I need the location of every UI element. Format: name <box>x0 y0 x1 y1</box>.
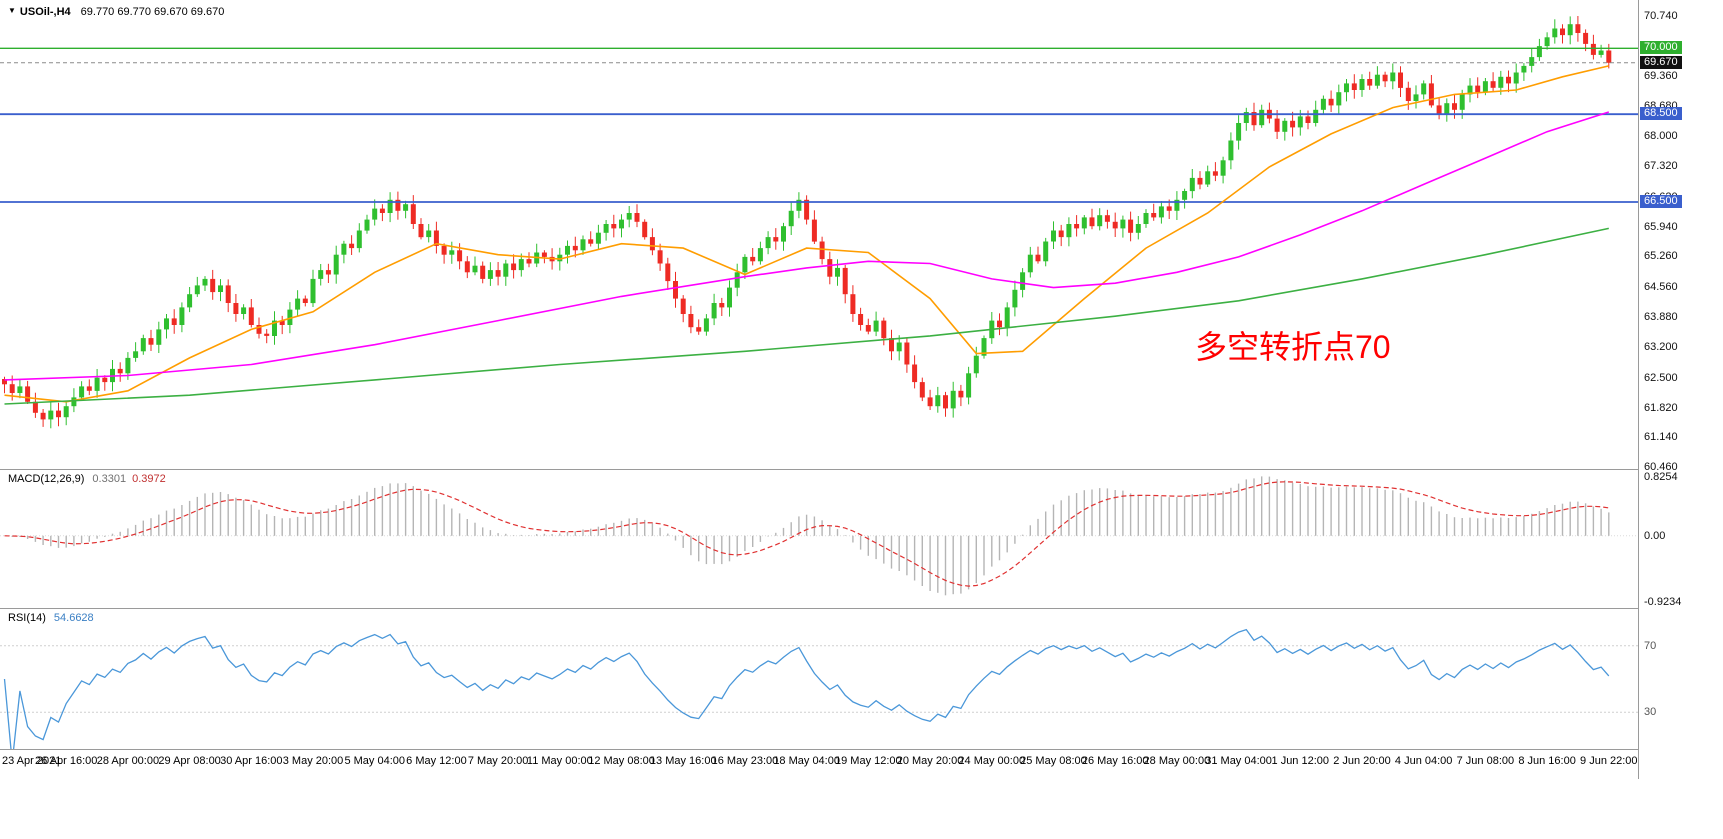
macd-signal-line <box>4 481 1609 587</box>
time-axis-label: 5 May 04:00 <box>344 755 405 767</box>
price-axis-label: 65.940 <box>1644 220 1678 233</box>
price-axis-label: 60.460 <box>1644 461 1678 474</box>
price-axis[interactable]: 70.74070.00069.67069.36068.68068.50068.0… <box>1638 0 1723 779</box>
symbol-dropdown-icon[interactable]: ▼ <box>8 6 16 15</box>
time-axis-label: 29 Apr 08:00 <box>158 755 221 767</box>
time-axis-label: 7 May 20:00 <box>467 755 529 767</box>
time-axis-label: 24 May 00:00 <box>958 755 1026 767</box>
time-axis-label: 8 Jun 16:00 <box>1518 755 1576 767</box>
price-axis-label: 68.000 <box>1644 130 1678 143</box>
time-axis-label: 3 May 20:00 <box>282 755 344 767</box>
candlestick-series <box>2 16 1612 429</box>
price-axis-label: 63.880 <box>1644 311 1678 324</box>
time-axis-label: 20 May 20:00 <box>896 755 964 767</box>
time-axis-label: 16 May 23:00 <box>711 755 779 767</box>
price-chart-svg <box>0 16 1638 429</box>
rsi-indicator-pane[interactable] <box>0 609 1638 749</box>
macd-axis-label: 0.00 <box>1644 529 1666 542</box>
macd-histogram <box>11 476 1610 596</box>
price-axis-label: 67.320 <box>1644 159 1678 172</box>
time-axis-label: 13 May 16:00 <box>649 755 717 767</box>
time-axis-label: 12 May 08:00 <box>588 755 655 767</box>
pane-separator[interactable] <box>0 469 1723 470</box>
ma-medium-line <box>4 111 1610 381</box>
time-axis-label: 18 May 04:00 <box>773 755 840 767</box>
time-axis-label: 28 Apr 00:00 <box>96 755 160 767</box>
rsi-line <box>3 628 1610 749</box>
price-axis-label: 61.140 <box>1644 431 1678 444</box>
chart-annotation-text: 多空转折点70 <box>1195 329 1391 365</box>
ma-fast-line <box>4 65 1609 403</box>
price-axis-label: 64.560 <box>1644 281 1678 294</box>
price-axis-label: 61.820 <box>1644 401 1678 414</box>
macd-name-label: MACD(12,26,9) <box>8 473 85 485</box>
price-level-badge: 66.500 <box>1640 195 1682 208</box>
pane-separator[interactable] <box>0 749 1723 750</box>
time-axis-label: 30 Apr 16:00 <box>220 755 283 767</box>
ma-slow-line <box>4 227 1609 405</box>
rsi-pane-label: RSI(14) 54.6628 <box>8 612 94 624</box>
footer-blank-area <box>0 779 1723 839</box>
price-axis-label: 65.260 <box>1644 250 1678 263</box>
macd-main-value: 0.3301 <box>92 473 127 485</box>
macd-signal-value: 0.3972 <box>132 473 166 485</box>
time-axis-label: 26 Apr 16:00 <box>35 755 98 767</box>
time-axis-label: 9 Jun 22:00 <box>1580 755 1638 767</box>
time-axis-label: 1 Jun 12:00 <box>1271 755 1330 767</box>
chart-title: ▼ USOil-,H4 69.770 69.770 69.670 69.670 <box>8 6 224 18</box>
time-axis-label: 31 May 04:00 <box>1205 755 1272 767</box>
horizontal-levels <box>0 47 1638 203</box>
time-axis-label: 28 May 00:00 <box>1143 755 1211 767</box>
time-axis-label: 4 Jun 04:00 <box>1394 755 1453 767</box>
macd-pane-label: MACD(12,26,9) 0.3301 0.3972 <box>8 473 166 485</box>
price-level-badge: 70.000 <box>1640 41 1682 55</box>
rsi-axis-label: 30 <box>1644 706 1657 719</box>
time-axis[interactable]: 23 Apr 2021 26 Apr 16:00 28 Apr 00:00 29 Ap… <box>0 750 1723 779</box>
pane-separator[interactable] <box>0 608 1723 609</box>
time-axis-label: 6 May 12:00 <box>406 755 467 767</box>
macd-axis-label: 0.8254 <box>1644 470 1678 483</box>
price-axis-label: 69.360 <box>1644 70 1678 83</box>
price-axis-label: 70.740 <box>1644 9 1678 22</box>
time-axis-label: 25 May 08:00 <box>1020 755 1087 767</box>
time-axis-label: 7 Jun 08:00 <box>1456 755 1515 767</box>
rsi-value: 54.6628 <box>53 612 94 624</box>
ohlc-quotes-label: 69.770 69.770 69.670 69.670 <box>80 6 225 18</box>
macd-indicator-pane[interactable] <box>0 470 1638 608</box>
time-axis-label: 19 May 12:00 <box>835 755 902 767</box>
time-axis-label: 11 May 00:00 <box>526 755 593 767</box>
rsi-name-label: RSI(14) <box>8 612 46 624</box>
price-level-badge: 68.500 <box>1640 107 1682 121</box>
price-chart-pane[interactable] <box>0 0 1638 469</box>
price-axis-label: 62.500 <box>1644 371 1678 384</box>
rsi-axis-label: 70 <box>1644 639 1657 652</box>
time-axis-label: 23 Apr 2021 <box>2 755 62 767</box>
macd-svg <box>0 476 1638 596</box>
time-axis-label: 26 May 16:00 <box>1081 755 1149 767</box>
macd-axis-label: -0.9234 <box>1644 595 1682 608</box>
time-axis-label: 2 Jun 20:00 <box>1333 755 1391 767</box>
rsi-svg <box>0 628 1638 749</box>
price-axis-label: 63.200 <box>1644 340 1678 353</box>
current-price-badge: 69.670 <box>1640 55 1682 69</box>
symbol-timeframe-label: USOil-,H4 <box>19 6 71 18</box>
